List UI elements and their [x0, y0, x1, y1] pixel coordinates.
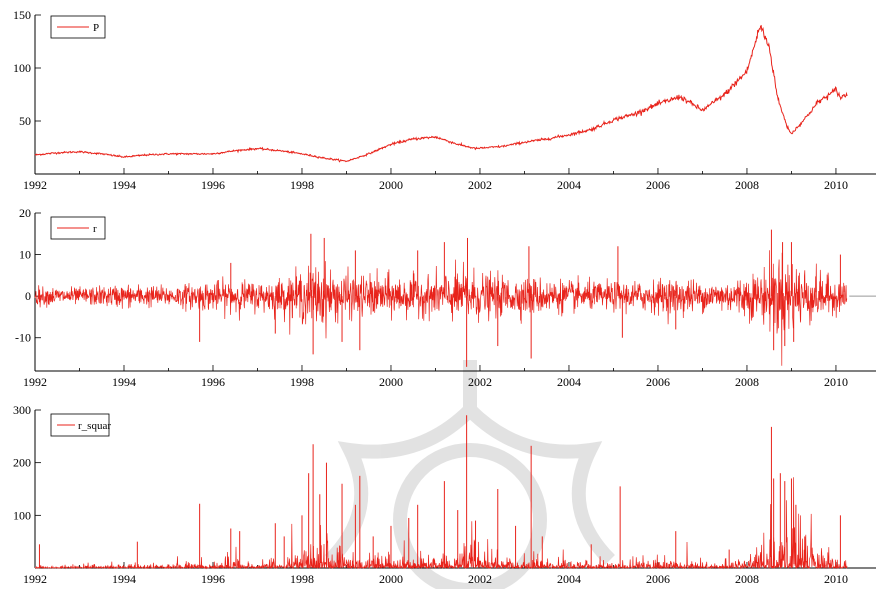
x-tick-label: 2004 — [557, 178, 581, 192]
price-legend-label: P — [93, 22, 99, 34]
x-tick-label: 1992 — [23, 375, 47, 389]
price-axes: 1992 1994 1996 1998 2000 2002 2004 2006 2008 2010… — [13, 8, 876, 192]
y-tick-label: 10 — [19, 248, 31, 262]
y-tick-label: 0 — [25, 289, 31, 303]
y-tick-label: 150 — [13, 8, 31, 22]
x-tick-label: 1994 — [112, 178, 136, 192]
panel-returns: 1992 1994 1996 1998 2000 2002 2004 2006 2008 2010… — [15, 206, 876, 389]
price-legend: P — [50, 15, 106, 39]
x-tick-label: 2008 — [735, 572, 759, 586]
returns-axes: 1992 1994 1996 1998 2000 2002 2004 2006 2008 2010… — [15, 206, 876, 389]
x-tick-label: 1998 — [290, 375, 314, 389]
x-tick-label: 2000 — [379, 375, 403, 389]
x-tick-label: 2004 — [557, 572, 581, 586]
squared-returns-legend-box — [50, 413, 110, 437]
x-tick-label: 2006 — [646, 375, 670, 389]
x-tick-label: 2002 — [468, 178, 492, 192]
x-tick-label: 2008 — [735, 178, 759, 192]
panel-price: 1992 1994 1996 1998 2000 2002 2004 2006 2008 2010… — [13, 8, 876, 192]
x-tick-label: 1994 — [112, 375, 136, 389]
x-tick-label: 2006 — [646, 572, 670, 586]
squared-returns-series — [34, 415, 848, 570]
y-tick-label: 50 — [19, 114, 31, 128]
x-tick-label: 1992 — [23, 572, 47, 586]
x-tick-label: 1996 — [201, 572, 225, 586]
squared-returns-legend: r_squar — [50, 413, 111, 437]
returns-legend: r — [50, 216, 106, 240]
squared-returns-legend-label: r_squar — [78, 420, 111, 432]
x-tick-label: 1996 — [201, 375, 225, 389]
price-series-line — [34, 24, 848, 163]
y-tick-label: 100 — [13, 61, 31, 75]
x-tick-label: 2002 — [468, 572, 492, 586]
returns-legend-label: r — [93, 223, 97, 235]
squared-returns-series-line — [34, 477, 848, 570]
y-tick-label: 300 — [13, 403, 31, 417]
x-tick-label: 2008 — [735, 375, 759, 389]
x-tick-label: 2000 — [379, 178, 403, 192]
x-tick-label: 2002 — [468, 375, 492, 389]
y-tick-label: 200 — [13, 456, 31, 470]
x-tick-label: 1998 — [290, 178, 314, 192]
y-tick-label: 20 — [19, 206, 31, 220]
x-tick-label: 2000 — [379, 572, 403, 586]
x-tick-label: 1992 — [23, 178, 47, 192]
x-tick-label: 1994 — [112, 572, 136, 586]
panel-squared-returns: 1992 1994 1996 1998 2000 2002 2004 2006 2008 2010… — [13, 403, 876, 586]
watermark — [324, 360, 616, 594]
watermark-petals — [324, 360, 616, 565]
x-tick-label: 2004 — [557, 375, 581, 389]
price-series — [34, 24, 848, 163]
x-tick-label: 2010 — [824, 375, 848, 389]
x-tick-label: 1998 — [290, 572, 314, 586]
returns-series-line — [34, 250, 848, 366]
x-tick-label: 2010 — [824, 572, 848, 586]
y-tick-label: -10 — [15, 331, 31, 345]
returns-series — [34, 229, 876, 367]
y-tick-label: 100 — [13, 508, 31, 522]
x-tick-label: 2006 — [646, 178, 670, 192]
x-tick-label: 2010 — [824, 178, 848, 192]
x-tick-label: 1996 — [201, 178, 225, 192]
